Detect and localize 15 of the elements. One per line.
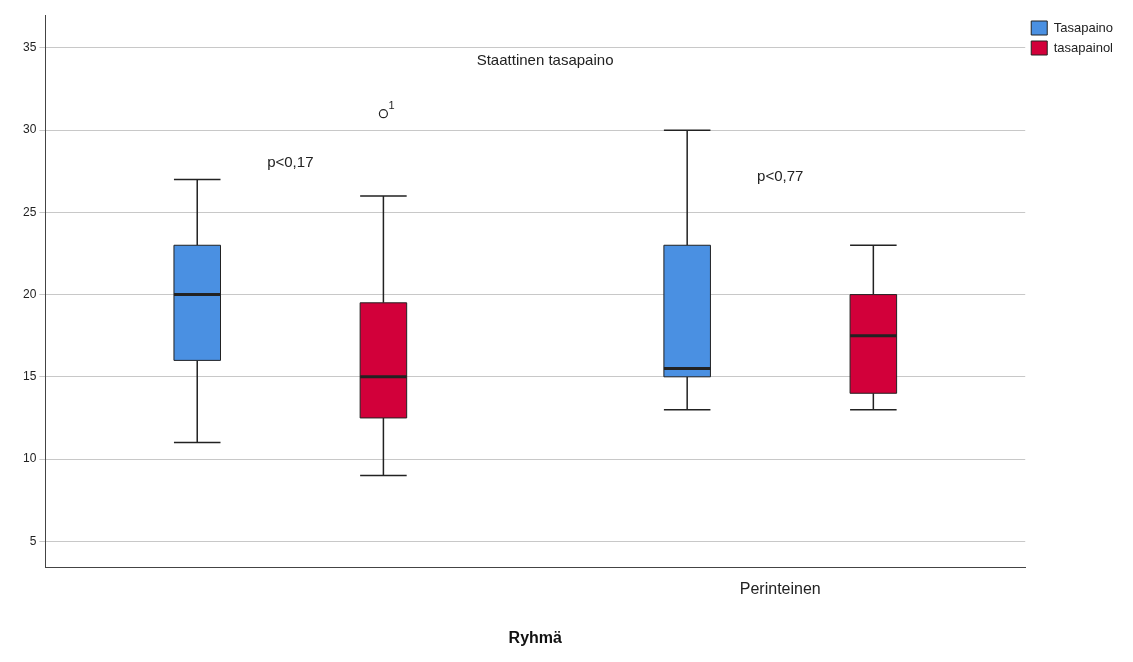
legend-label: tasapainol <box>1053 39 1114 55</box>
x-axis-title: Ryhmä <box>508 628 563 646</box>
text: Staattinen tasapaino <box>476 51 614 69</box>
x-tick-label: Perinteinen <box>739 579 821 597</box>
y-tick-label: 10 <box>22 451 37 466</box>
annotation: p<0,77 <box>757 167 804 185</box>
annotation: p<0,17 <box>267 153 314 171</box>
annotation: 1 <box>388 99 395 112</box>
y-tick-label: 15 <box>22 369 37 384</box>
y-tick-label: 20 <box>22 286 37 301</box>
y-tick-label: 35 <box>22 40 37 55</box>
y-tick-label: 5 <box>29 533 37 548</box>
y-tick-label: 30 <box>22 122 37 137</box>
legend-label: Tasapaino <box>1053 19 1114 35</box>
y-tick-label: 25 <box>22 204 37 219</box>
